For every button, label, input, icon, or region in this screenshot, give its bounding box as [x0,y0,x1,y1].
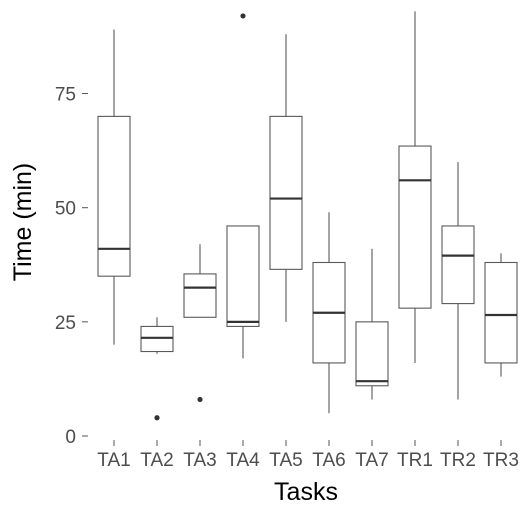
boxes [97,11,518,421]
x-tick-label: TA1 [97,450,130,471]
y-tick-label: 25 [55,313,76,334]
x-axis-title: Tasks [274,478,338,506]
x-tick-label: TR2 [440,450,476,471]
x-tick-label: TA6 [312,450,345,471]
x-ticks: TA1 TA2 TA3 TA4 TA5 TA6 TA7 TR1 TR2 TR3 [97,440,519,471]
y-tick-label: 50 [55,199,76,220]
box-ta6 [312,212,346,414]
box-ta1 [97,29,131,345]
iqr-box [398,145,432,309]
x-tick-label: TA2 [140,450,173,471]
box-tr3 [484,253,518,377]
box-ta2 [140,317,174,421]
iqr-box [355,321,389,387]
iqr-box [441,225,475,305]
box-tr1 [398,11,432,363]
box-tr2 [441,162,475,400]
outlier-point [240,13,246,19]
y-ticks: 0 25 50 75 [55,85,88,448]
box-ta5 [269,34,303,322]
iqr-box [484,261,518,364]
x-tick-label: TA4 [226,450,260,471]
outlier-point [197,396,203,403]
x-tick-label: TA5 [269,450,302,471]
box-ta3 [183,244,217,403]
y-axis-title: Time (min) [9,163,37,282]
iqr-box [226,225,260,327]
x-tick-label: TA3 [183,450,216,471]
outlier-point [154,415,160,421]
y-tick-label: 0 [65,427,76,448]
x-tick-label: TR3 [483,450,519,471]
y-tick-label: 75 [55,85,76,106]
x-tick-label: TA7 [355,450,388,471]
box-ta4 [226,13,260,359]
iqr-box [97,115,131,277]
iqr-box [269,115,303,270]
iqr-box [183,273,217,318]
iqr-box [140,325,174,353]
x-tick-label: TR1 [397,450,433,471]
box-ta7 [355,248,389,400]
